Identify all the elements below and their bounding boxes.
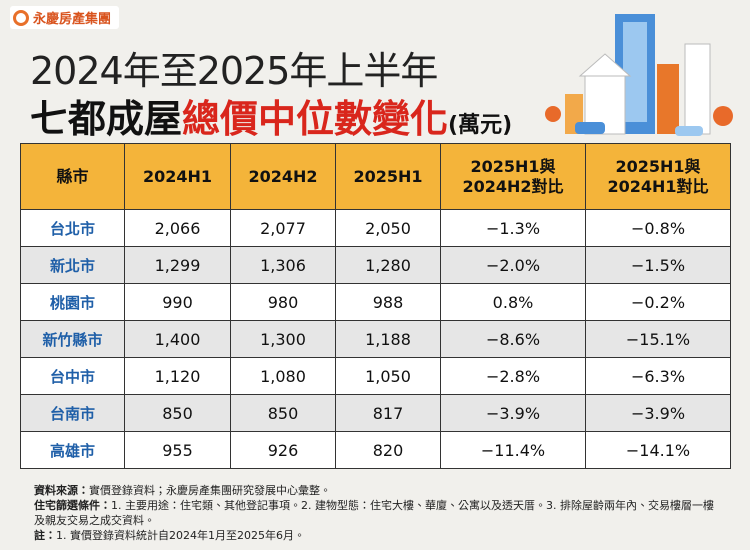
value-cell: −0.8% bbox=[585, 209, 731, 247]
value-cell: −2.0% bbox=[440, 246, 586, 284]
value-cell: 2,066 bbox=[124, 209, 231, 247]
logo-text: 永慶房產集團 bbox=[33, 12, 112, 27]
value-cell: −3.9% bbox=[440, 394, 586, 432]
value-cell: −6.3% bbox=[585, 357, 731, 395]
table-row: 桃園市 990 980 988 0.8% −0.2% bbox=[20, 283, 731, 321]
value-cell: 850 bbox=[124, 394, 231, 432]
value-cell: 1,306 bbox=[230, 246, 336, 284]
value-cell: 1,280 bbox=[335, 246, 441, 284]
value-cell: −0.2% bbox=[585, 283, 731, 321]
value-cell: 2,050 bbox=[335, 209, 441, 247]
value-cell: 988 bbox=[335, 283, 441, 321]
value-cell: −15.1% bbox=[585, 320, 731, 358]
column-header: 2025H1與 2024H2對比 bbox=[440, 143, 586, 210]
value-cell: 1,400 bbox=[124, 320, 231, 358]
value-cell: 1,299 bbox=[124, 246, 231, 284]
value-cell: −1.3% bbox=[440, 209, 586, 247]
city-cell: 台中市 bbox=[20, 357, 125, 395]
title-text: 七都成屋 bbox=[30, 97, 183, 141]
value-cell: −8.6% bbox=[440, 320, 586, 358]
title-line: 七都成屋總價中位數變化(萬元) bbox=[30, 88, 512, 143]
column-header: 2024H1 bbox=[124, 143, 231, 210]
logo: 永慶房產集團 bbox=[10, 6, 120, 29]
value-cell: −1.5% bbox=[585, 246, 731, 284]
note-label: 註： bbox=[34, 529, 56, 542]
city-cell: 高雄市 bbox=[20, 431, 125, 469]
city-cell: 新北市 bbox=[20, 246, 125, 284]
value-cell: 1,120 bbox=[124, 357, 231, 395]
city-cell: 新竹縣市 bbox=[20, 320, 125, 358]
value-cell: −3.9% bbox=[585, 394, 731, 432]
table-row: 新北市 1,299 1,306 1,280 −2.0% −1.5% bbox=[20, 246, 731, 284]
column-header: 2025H1 bbox=[335, 143, 441, 210]
table-body: 台北市 2,066 2,077 2,050 −1.3% −0.8% 新北市 1,299 1,30… bbox=[20, 209, 731, 469]
table-row: 台中市 1,120 1,080 1,050 −2.8% −6.3% bbox=[20, 357, 731, 395]
value-cell: 0.8% bbox=[440, 283, 586, 321]
title-line: 2024年至2025年上半年 bbox=[30, 49, 438, 93]
note-text: 1. 主要用途：住宅類、其他登記事項。2. 建物型態：住宅大樓、華廈、公寓以及透… bbox=[34, 499, 714, 527]
table-row: 台南市 850 850 817 −3.9% −3.9% bbox=[20, 394, 731, 432]
city-cell: 台北市 bbox=[20, 209, 125, 247]
column-header: 縣市 bbox=[20, 143, 125, 210]
note: 資料來源：實價登錄資料；永慶房產集團研究發展中心彙整。 bbox=[34, 483, 724, 498]
note-label: 資料來源： bbox=[34, 484, 89, 497]
note-label: 住宅篩選條件： bbox=[34, 499, 111, 512]
header-row: 縣市 2024H1 2024H2 2025H1 2025H1與 2024H2對比 2025… bbox=[20, 143, 731, 210]
notes: 資料來源：實價登錄資料；永慶房產集團研究發展中心彙整。 住宅篩選條件：1. 主要用… bbox=[34, 483, 724, 543]
city-illustration bbox=[545, 14, 733, 136]
value-cell: 817 bbox=[335, 394, 441, 432]
title-highlight: 總價中位數變化 bbox=[182, 97, 449, 141]
table-row: 高雄市 955 926 820 −11.4% −14.1% bbox=[20, 431, 731, 469]
note-text: 實價登錄資料；永慶房產集團研究發展中心彙整。 bbox=[89, 484, 331, 497]
note: 註：1. 實價登錄資料統計自2024年1月至2025年6月。 bbox=[34, 528, 724, 543]
value-cell: −11.4% bbox=[440, 431, 586, 469]
table-row: 台北市 2,066 2,077 2,050 −1.3% −0.8% bbox=[20, 209, 731, 247]
value-cell: 955 bbox=[124, 431, 231, 469]
value-cell: −14.1% bbox=[585, 431, 731, 469]
note: 住宅篩選條件：1. 主要用途：住宅類、其他登記事項。2. 建物型態：住宅大樓、華… bbox=[34, 498, 724, 528]
title-unit: (萬元) bbox=[448, 113, 513, 138]
value-cell: 980 bbox=[230, 283, 336, 321]
column-header: 2025H1與 2024H1對比 bbox=[585, 143, 731, 210]
logo-icon bbox=[13, 9, 29, 26]
value-cell: 2,077 bbox=[230, 209, 336, 247]
city-cell: 台南市 bbox=[20, 394, 125, 432]
note-text: 1. 實價登錄資料統計自2024年1月至2025年6月。 bbox=[56, 529, 305, 542]
value-cell: 990 bbox=[124, 283, 231, 321]
column-header: 2024H2 bbox=[230, 143, 336, 210]
value-cell: 926 bbox=[230, 431, 336, 469]
value-cell: 1,050 bbox=[335, 357, 441, 395]
value-cell: 1,300 bbox=[230, 320, 336, 358]
table-row: 新竹縣市 1,400 1,300 1,188 −8.6% −15.1% bbox=[20, 320, 731, 358]
city-cell: 桃園市 bbox=[20, 283, 125, 321]
value-cell: 850 bbox=[230, 394, 336, 432]
value-cell: 1,080 bbox=[230, 357, 336, 395]
value-cell: 1,188 bbox=[335, 320, 441, 358]
value-cell: 820 bbox=[335, 431, 441, 469]
value-cell: −2.8% bbox=[440, 357, 586, 395]
data-table: 縣市 2024H1 2024H2 2025H1 2025H1與 2024H2對比 2025… bbox=[20, 143, 731, 469]
